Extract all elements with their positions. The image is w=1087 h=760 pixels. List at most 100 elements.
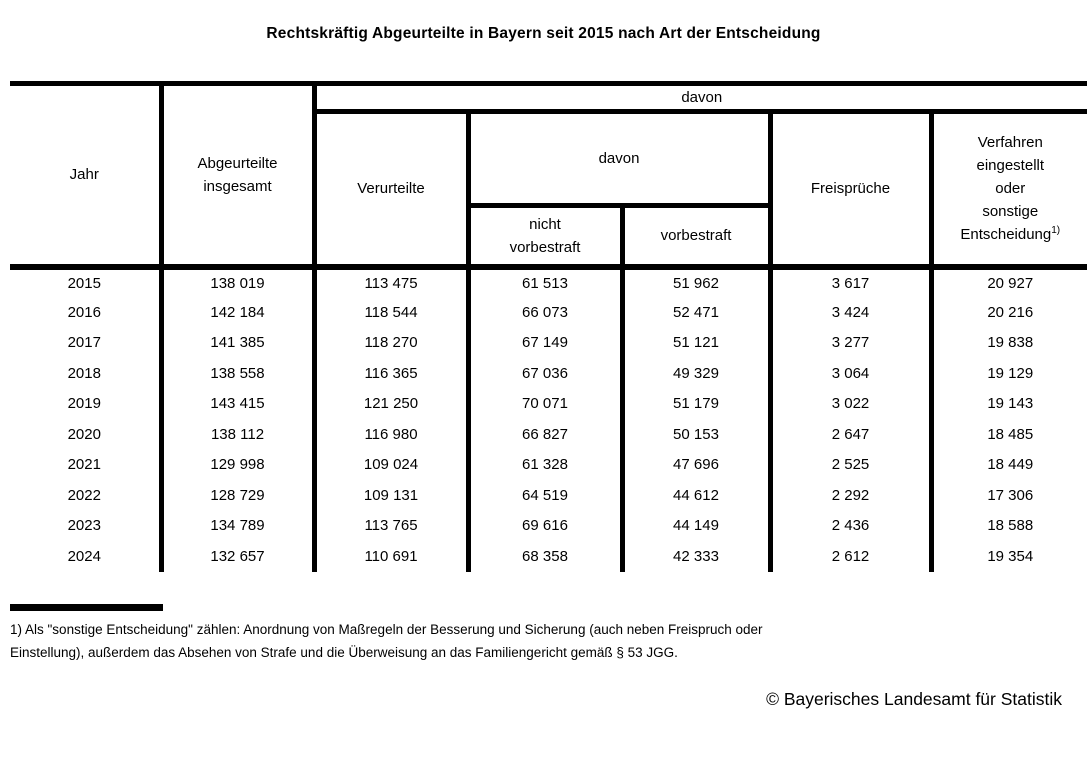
table-cell: 61 513	[465, 266, 622, 297]
table-cell: 3 277	[767, 327, 931, 358]
table-row: 2024 132 657 110 691 68 358 42 333 2 612 19 35…	[10, 541, 1087, 572]
footnote-text: 1) Als "sonstige Entscheidung" zählen: A…	[10, 618, 1077, 664]
table-row: 2020 138 112 116 980 66 827 50 153 2 647 18 48…	[10, 419, 1087, 450]
table-cell: 2020	[67, 425, 101, 443]
table-cell: 51 121	[619, 327, 770, 358]
table-cell: 17 306	[928, 480, 1087, 511]
column-header-jahr: Jahr	[69, 166, 99, 184]
table-cell: 116 980	[311, 419, 468, 450]
table-row: 2015 138 019 113 475 61 513 51 962 3 617 20 92…	[10, 266, 1087, 297]
footnote-marker-superscript: 1)	[1051, 225, 1061, 237]
table-cell: 19 838	[928, 327, 1087, 358]
table-cell: 18 485	[928, 419, 1087, 450]
table-cell: 2023	[67, 517, 101, 535]
table-cell: 3 064	[767, 358, 931, 389]
table-cell: 20 927	[928, 266, 1087, 297]
table-cell: 2 292	[767, 480, 931, 511]
table-cell: 2024	[67, 547, 101, 565]
table-row: 2018 138 558 116 365 67 036 49 329 3 064 19 12…	[10, 358, 1087, 389]
copyright-notice: © Bayerisches Landesamt für Statistik	[766, 688, 1062, 709]
table-cell: 49 329	[619, 358, 770, 389]
table-cell: 2017	[67, 334, 101, 352]
table-cell: 19 143	[928, 388, 1087, 419]
table-cell: 142 184	[158, 297, 314, 328]
table-cell: 121 250	[311, 388, 468, 419]
table-row: 2021 129 998 109 024 61 328 47 696 2 525 18 44…	[10, 449, 1087, 480]
table-cell: 138 112	[158, 419, 314, 450]
page-title: Rechtskräftig Abgeurteilte in Bayern sei…	[266, 25, 821, 42]
footnote-line-1: 1) Als "sonstige Entscheidung" zählen: A…	[10, 621, 763, 637]
table-cell: 118 270	[311, 327, 468, 358]
column-header-vorbestraft: vorbestraft	[619, 205, 770, 267]
table-cell: 52 471	[619, 297, 770, 328]
table-cell: 134 789	[158, 510, 314, 541]
column-header-verfahren-text: Verfahren eingestellt oder sonstige Ents…	[960, 134, 1052, 244]
table-cell: 66 827	[465, 419, 622, 450]
table-cell: 2 612	[767, 541, 931, 572]
table-cell: 2019	[67, 395, 101, 413]
column-header-davon-inner: davon	[465, 111, 770, 208]
table-row: 2019 143 415 121 250 70 071 51 179 3 022 19 14…	[10, 388, 1087, 419]
table-cell: 110 691	[311, 541, 468, 572]
table-cell: 141 385	[158, 327, 314, 358]
table-cell: 19 354	[928, 541, 1087, 572]
table-cell: 67 149	[465, 327, 622, 358]
table-header: Jahr Abgeurteilte insgesamt davon Verurt…	[10, 83, 1087, 267]
table-row: 2023 134 789 113 765 69 616 44 149 2 436 18 58…	[10, 510, 1087, 541]
column-header-verurteilte: Verurteilte	[311, 111, 468, 267]
table-cell: 18 588	[928, 510, 1087, 541]
table-cell: 132 657	[158, 541, 314, 572]
table-cell: 2 436	[767, 510, 931, 541]
table-cell: 3 617	[767, 266, 931, 297]
table-cell: 66 073	[465, 297, 622, 328]
table-row: 2016 142 184 118 544 66 073 52 471 3 424 20 21…	[10, 297, 1087, 328]
column-header-nicht-vorbestraft: nicht vorbestraft	[465, 205, 622, 267]
table-cell: 64 519	[465, 480, 622, 511]
table-cell: 44 612	[619, 480, 770, 511]
table-cell: 68 358	[465, 541, 622, 572]
table-row: 2022 128 729 109 131 64 519 44 612 2 292 17 30…	[10, 480, 1087, 511]
footnote-rule	[10, 603, 163, 611]
table-cell: 2021	[67, 456, 101, 474]
table-cell: 67 036	[465, 358, 622, 389]
table-row: 2017 141 385 118 270 67 149 51 121 3 277 19 83…	[10, 327, 1087, 358]
footnote-line-2: Einstellung), außerdem das Absehen von S…	[10, 644, 678, 660]
table-cell: 113 475	[311, 266, 468, 297]
table-cell: 3 022	[767, 388, 931, 419]
table-cell: 138 558	[158, 358, 314, 389]
table-cell: 143 415	[158, 388, 314, 419]
table-cell: 109 024	[311, 449, 468, 480]
table-cell: 116 365	[311, 358, 468, 389]
table-cell: 2018	[67, 364, 101, 382]
table-cell: 3 424	[767, 297, 931, 328]
table-cell: 109 131	[311, 480, 468, 511]
table-cell: 19 129	[928, 358, 1087, 389]
table-cell: 20 216	[928, 297, 1087, 328]
table-cell: 128 729	[158, 480, 314, 511]
table-body: 2015 138 019 113 475 61 513 51 962 3 617 20 92…	[10, 266, 1087, 572]
table-cell: 70 071	[465, 388, 622, 419]
table-cell: 2016	[67, 303, 101, 321]
table-cell: 42 333	[619, 541, 770, 572]
page: { "title": "Rechtskräftig Abgeurteilte i…	[0, 25, 1087, 760]
column-header-abgeurteilte-insgesamt: Abgeurteilte insgesamt	[158, 83, 314, 267]
column-header-verfahren-eingestellt: Verfahren eingestellt oder sonstige Ents…	[928, 111, 1087, 267]
column-header-davon-outer: davon	[311, 83, 1087, 114]
statistics-table: Jahr Abgeurteilte insgesamt davon Verurt…	[10, 81, 1087, 572]
table-cell: 47 696	[619, 449, 770, 480]
table-cell: 2 525	[767, 449, 931, 480]
table-cell: 2015	[67, 274, 101, 292]
table-cell: 2022	[67, 486, 101, 504]
table-cell: 50 153	[619, 419, 770, 450]
table-cell: 18 449	[928, 449, 1087, 480]
table-cell: 2 647	[767, 419, 931, 450]
table-cell: 61 328	[465, 449, 622, 480]
table-cell: 129 998	[158, 449, 314, 480]
table-cell: 44 149	[619, 510, 770, 541]
table-cell: 69 616	[465, 510, 622, 541]
table-cell: 113 765	[311, 510, 468, 541]
table-cell: 118 544	[311, 297, 468, 328]
column-header-freisprueche: Freisprüche	[767, 111, 931, 267]
table-cell: 51 962	[619, 266, 770, 297]
table-cell: 138 019	[158, 266, 314, 297]
